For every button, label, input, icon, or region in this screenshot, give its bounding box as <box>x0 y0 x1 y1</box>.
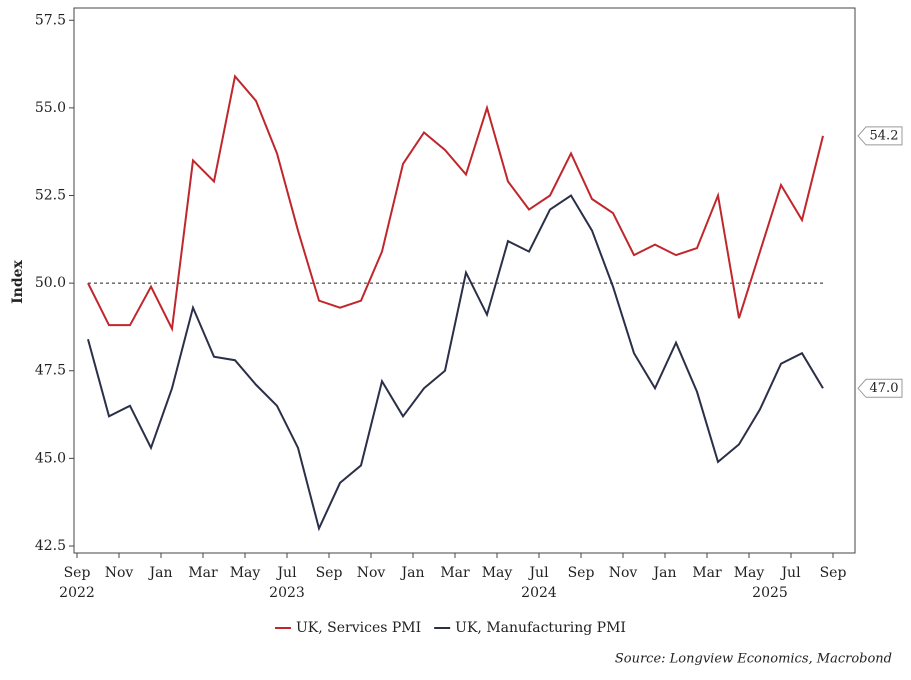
y-tick-label: 52.5 <box>35 188 66 204</box>
x-tick-label: Nov <box>105 565 134 581</box>
series-line <box>87 74 824 333</box>
x-year-label: 2023 <box>269 585 305 601</box>
end-label-box <box>857 126 903 146</box>
x-tick-label: May <box>734 565 765 581</box>
x-tick-label: Nov <box>357 565 386 581</box>
x-tick-label: Sep <box>316 565 343 581</box>
source: Source: Longview Economics, Macrobond <box>615 652 892 667</box>
end-label: 47.0 <box>870 381 899 396</box>
x-tick-label: May <box>230 565 261 581</box>
y-tick-label: 50.0 <box>35 275 66 291</box>
x-tick-label: Sep <box>820 565 847 581</box>
y-tick-label: 57.5 <box>35 12 66 28</box>
x-tick-label: May <box>482 565 513 581</box>
x-tick-label: Mar <box>188 565 218 581</box>
legend-label: UK, Services PMI <box>296 620 421 636</box>
end-label: 54.2 <box>870 128 899 143</box>
x-tick-label: Sep <box>568 565 595 581</box>
x-tick-label: Mar <box>692 565 722 581</box>
x-tick-label: Jul <box>779 565 801 581</box>
x-tick-label: Jul <box>275 565 297 581</box>
y-tick-label: 55.0 <box>35 100 66 116</box>
x-tick-label: Mar <box>440 565 470 581</box>
series-line <box>87 194 824 532</box>
plot-frame <box>73 7 856 554</box>
x-tick-label: Sep <box>64 565 91 581</box>
y-tick-label: 42.5 <box>35 538 66 554</box>
x-tick-label: Nov <box>609 565 638 581</box>
x-year-label: 2024 <box>521 585 557 601</box>
legend-label: UK, Manufacturing PMI <box>455 620 626 636</box>
x-tick-label: Jan <box>400 565 425 581</box>
y-tick-label: 45.0 <box>35 450 66 466</box>
end-label-box <box>857 378 903 398</box>
y-tick-label: 47.5 <box>35 363 66 379</box>
x-tick-label: Jan <box>652 565 677 581</box>
x-year-label: 2022 <box>59 585 95 601</box>
y-axis-label: Index <box>10 259 26 303</box>
x-tick-label: Jul <box>527 565 549 581</box>
x-tick-label: Jan <box>148 565 173 581</box>
x-year-label: 2025 <box>752 585 788 601</box>
